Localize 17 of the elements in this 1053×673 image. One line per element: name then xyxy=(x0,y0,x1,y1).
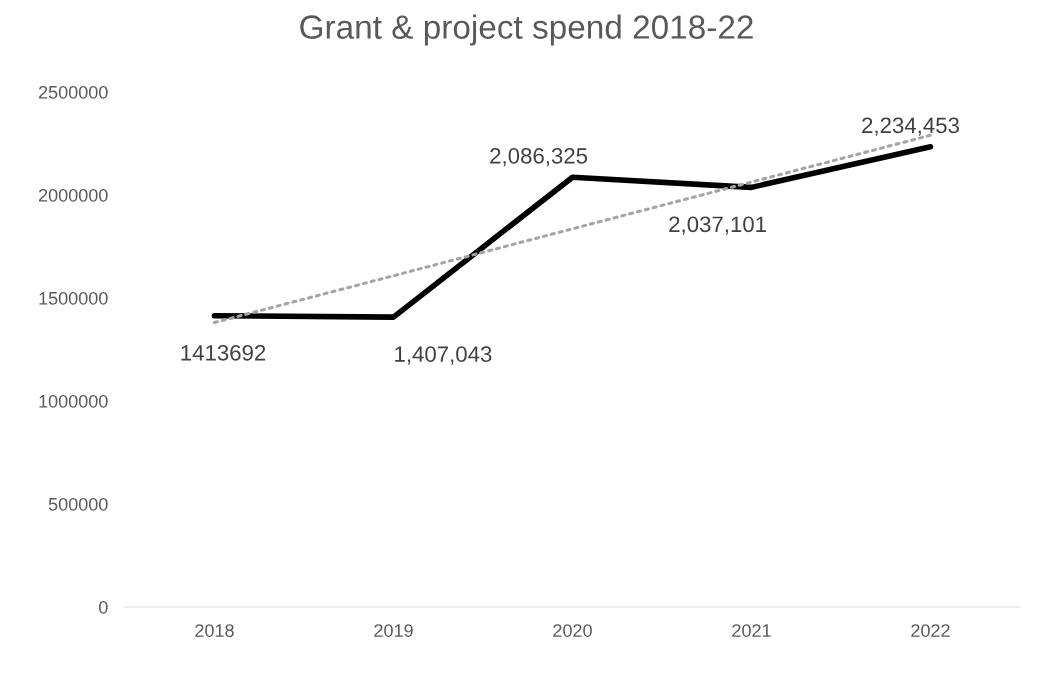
x-tick-label: 2020 xyxy=(553,624,592,637)
x-tick-label: 2022 xyxy=(911,624,950,637)
data-label: 2,086,325 xyxy=(490,148,588,167)
x-tick-label: 2021 xyxy=(732,624,771,637)
data-label: 1,407,043 xyxy=(395,346,492,365)
data-label: 2,234,453 xyxy=(862,117,959,136)
y-tick-label: 0 xyxy=(99,600,108,614)
chart-title: Grant & project spend 2018-22 xyxy=(300,14,753,46)
y-tick-label: 500000 xyxy=(48,497,108,511)
data-label: 2,037,101 xyxy=(669,216,766,235)
y-tick-label: 2000000 xyxy=(38,188,108,202)
x-tick-label: 2018 xyxy=(195,624,234,637)
y-tick-label: 1000000 xyxy=(39,394,108,408)
y-tick-label: 1500000 xyxy=(39,291,108,305)
x-tick-label: 2019 xyxy=(374,624,413,637)
data-label: 1413692 xyxy=(181,344,266,361)
y-tick-label: 2500000 xyxy=(38,85,108,99)
